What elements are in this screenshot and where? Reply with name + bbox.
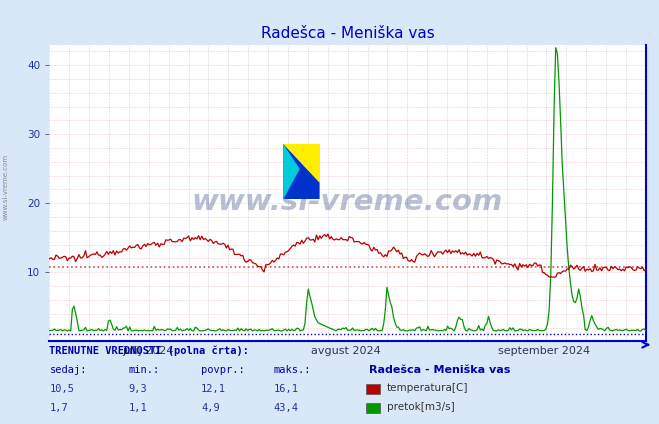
Text: 10,5: 10,5 [49,384,74,394]
Text: www.si-vreme.com: www.si-vreme.com [192,188,503,216]
Title: Radešca - Meniška vas: Radešca - Meniška vas [261,25,434,41]
Text: min.:: min.: [129,365,159,375]
Text: 1,7: 1,7 [49,403,68,413]
Polygon shape [283,144,320,199]
Text: maks.:: maks.: [273,365,311,375]
Polygon shape [283,144,300,199]
Text: 9,3: 9,3 [129,384,147,394]
Text: 43,4: 43,4 [273,403,299,413]
Text: pretok[m3/s]: pretok[m3/s] [387,402,455,413]
Polygon shape [283,144,320,183]
Text: povpr.:: povpr.: [201,365,244,375]
Text: 4,9: 4,9 [201,403,219,413]
Text: 1,1: 1,1 [129,403,147,413]
Text: TRENUTNE VREDNOSTI (polna črta):: TRENUTNE VREDNOSTI (polna črta): [49,346,249,356]
Text: Radešca - Meniška vas: Radešca - Meniška vas [369,365,511,375]
Text: sedaj:: sedaj: [49,365,87,375]
Text: www.si-vreme.com: www.si-vreme.com [2,153,9,220]
Text: temperatura[C]: temperatura[C] [387,383,469,393]
Text: 12,1: 12,1 [201,384,226,394]
Text: 16,1: 16,1 [273,384,299,394]
